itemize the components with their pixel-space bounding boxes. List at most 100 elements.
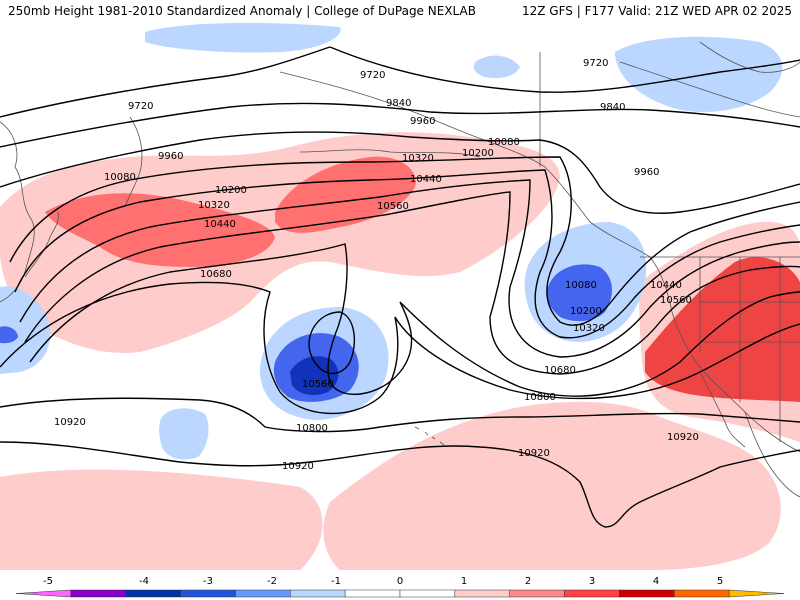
contour-labels: 9720 9720 9720 9840 9840 9960 9960 9960 … [54,58,699,472]
colorbar-swatch [180,589,236,598]
positive-anomaly-core-southwest [645,257,800,402]
contour-label-10680-a: 10680 [200,269,232,280]
contour-label-10920-a: 10920 [54,417,86,428]
coastline-canada-north [619,61,800,118]
contour-label-9840-b: 9840 [600,102,625,113]
anomaly-shading [0,22,800,570]
contour-label-10560-a: 10560 [377,201,409,212]
colorbar-swatch [290,589,346,598]
contour-label-10320-b: 10320 [198,200,230,211]
colorbar-swatch [619,589,675,598]
colorbar-swatch [674,589,730,598]
coastline-baja [699,371,746,448]
negative-anomaly-south-central [159,408,209,460]
contour-label-10560-b: 10560 [302,379,334,390]
contour-label-9720-c: 9720 [583,58,608,69]
contour-label-10080-a: 10080 [488,137,520,148]
contour-label-10440-b: 10440 [204,219,236,230]
coastline-mexico [744,411,800,498]
colorbar-swatches [15,589,785,598]
positive-anomaly-core-west [45,193,275,267]
colorbar-tick--5: -5 [43,576,53,587]
coastlines [0,41,800,498]
colorbar-tick-1: 1 [461,576,467,587]
coastline-kamchatka [124,116,143,208]
contour-label-10440-a: 10440 [410,174,442,185]
hawaii-islands [414,426,445,446]
contour-10800 [0,397,800,433]
contour-label-9720-b: 9720 [128,101,153,112]
contour-label-9720-a: 9720 [360,70,385,81]
colorbar-swatch [125,589,181,598]
coastline-japan [24,211,59,278]
contour-label-10920-c: 10920 [518,448,550,459]
colorbar-swatch [15,589,72,598]
colorbar-swatch [454,589,510,598]
coastline-alaska [279,71,546,168]
contour-9960 [0,131,800,214]
contour-label-10200-a: 10200 [462,148,494,159]
colorbar-tick-2: 2 [525,576,531,587]
contour-10680 [0,281,800,415]
colorbar-svg: -5 -4 -3 -2 -1 0 1 2 3 4 5 [15,576,785,598]
contour-10440 [24,191,800,375]
contour-label-10920-b: 10920 [282,461,314,472]
contour-label-10200-c: 10200 [570,306,602,317]
negative-anomaly-north-alaska [145,22,341,53]
negative-anomaly-japan-core [0,326,18,344]
colorbar-tick-5: 5 [717,576,723,587]
contour-label-10080-c: 10080 [565,280,597,291]
contour-label-10800-a: 10800 [296,423,328,434]
colorbar-swatch [344,589,401,598]
colorbar-tick-4: 4 [653,576,659,587]
colorbar-tick-0: 0 [397,576,403,587]
colorbar-tick--4: -4 [139,576,149,587]
contour-label-10440-c: 10440 [650,280,682,291]
positive-anomaly-subtropics [323,401,781,570]
map-title: 250mb Height 1981-2010 Standardized Anom… [8,4,476,18]
run-info: 12Z GFS | F177 Valid: 21Z WED APR 02 202… [521,4,792,18]
contour-label-10920-d: 10920 [667,432,699,443]
anomaly-map: 9720 9720 9720 9840 9840 9960 9960 9960 … [0,22,800,570]
contour-label-10200-b: 10200 [215,185,247,196]
negative-anomaly-deep-core [290,356,339,396]
negative-anomaly-canada [615,36,783,112]
map-panel: 9720 9720 9720 9840 9840 9960 9960 9960 … [0,22,800,570]
contour-10560-closed [308,311,356,375]
colorbar-tick--3: -3 [203,576,213,587]
height-contours [0,46,800,528]
positive-anomaly-south-band [0,469,323,570]
contour-10080 [9,156,800,326]
anomaly-colorbar: -5 -4 -3 -2 -1 0 1 2 3 4 5 [0,570,800,600]
colorbar-swatch [728,589,785,598]
contour-9840 [0,102,800,148]
contour-label-10320-a: 10320 [402,153,434,164]
contour-10920 [0,441,800,528]
contour-label-9840-a: 9840 [386,98,411,109]
colorbar-tick-3: 3 [589,576,595,587]
coastline-hudson-bay [699,41,800,73]
coastline-aleutians [299,149,481,158]
header-bar: 250mb Height 1981-2010 Standardized Anom… [0,0,800,22]
contour-10200 [14,169,800,339]
colorbar-swatch [564,589,620,598]
colorbar-swatch [235,589,291,598]
positive-anomaly-band-north-pacific [0,132,560,353]
negative-anomaly-core-gulf [546,264,612,322]
negative-anomaly-hudson [473,55,520,79]
contour-label-10080-b: 10080 [104,172,136,183]
positive-anomaly-core-aleutian [275,156,416,233]
contour-label-10320-c: 10320 [573,323,605,334]
state-borders [699,257,800,442]
contour-label-10680-b: 10680 [544,365,576,376]
colorbar-tick--1: -1 [331,576,341,587]
colorbar-tick--2: -2 [267,576,277,587]
contour-10560-north [29,243,800,397]
contour-label-10560-c: 10560 [660,295,692,306]
contour-label-9960-b: 9960 [158,151,183,162]
contour-label-9960-c: 9960 [634,167,659,178]
colorbar-tick-labels: -5 -4 -3 -2 -1 0 1 2 3 4 5 [43,576,723,587]
contour-9720 [0,46,800,118]
contour-label-10800-b: 10800 [524,392,556,403]
colorbar-swatch [70,589,126,598]
